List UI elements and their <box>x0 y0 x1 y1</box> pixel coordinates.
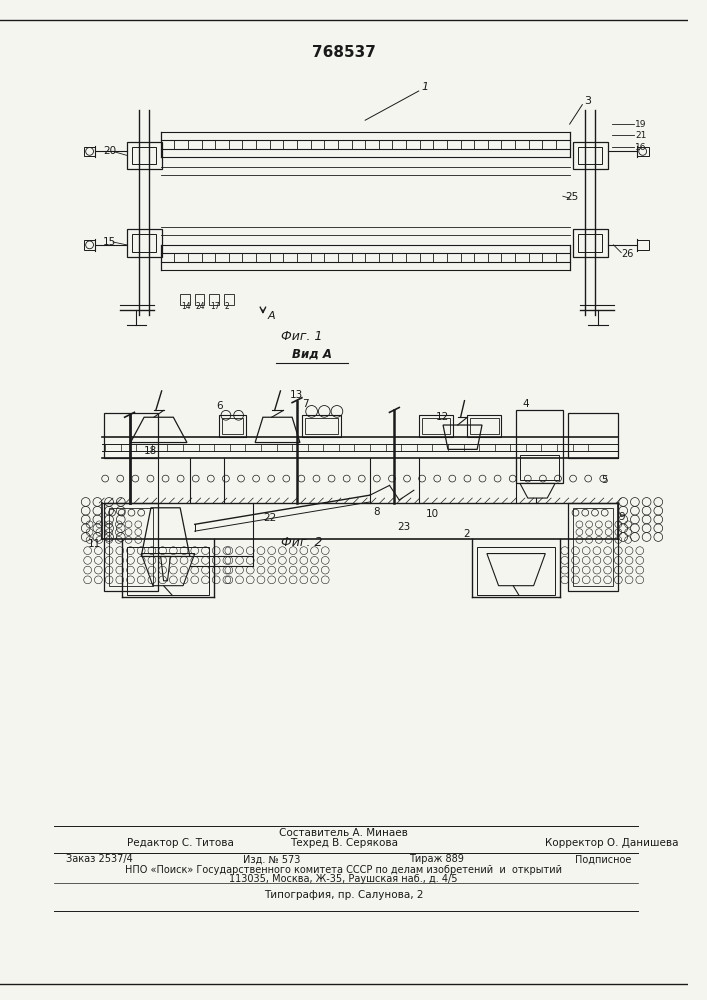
Text: Корректор О. Данишева: Корректор О. Данишева <box>545 838 679 848</box>
Bar <box>83 147 95 156</box>
Bar <box>302 415 341 437</box>
Bar <box>568 503 619 591</box>
Text: Фиг. 2: Фиг. 2 <box>281 536 322 549</box>
Text: Заказ 2537/4: Заказ 2537/4 <box>66 854 133 864</box>
Text: А: А <box>268 311 276 321</box>
Text: 15: 15 <box>103 237 117 247</box>
Text: НПО «Поиск» Государственного комитета СССР по делам изобретений  и  открытий: НПО «Поиск» Государственного комитета СС… <box>125 865 562 875</box>
Bar <box>127 229 162 257</box>
Text: 7: 7 <box>302 399 308 409</box>
Text: 20: 20 <box>103 146 117 156</box>
Text: 11: 11 <box>88 539 101 549</box>
Text: 1: 1 <box>421 82 428 92</box>
Bar <box>109 508 153 586</box>
Bar <box>305 418 338 434</box>
Text: 768537: 768537 <box>312 45 375 60</box>
Text: 24: 24 <box>196 302 205 311</box>
Bar <box>104 413 158 458</box>
Text: 21: 21 <box>635 131 646 140</box>
Bar <box>419 415 452 437</box>
Bar <box>219 415 246 437</box>
Text: Фиг. 1: Фиг. 1 <box>281 330 322 343</box>
Text: 16: 16 <box>635 143 646 152</box>
Text: 25: 25 <box>565 192 578 202</box>
Bar <box>637 147 648 156</box>
Bar <box>132 147 156 164</box>
Text: 4: 4 <box>523 399 530 409</box>
Text: 8: 8 <box>373 507 380 517</box>
Bar <box>578 234 602 252</box>
Bar <box>209 294 219 305</box>
Bar <box>516 410 563 483</box>
Bar <box>127 547 209 595</box>
Text: Вид А: Вид А <box>291 348 332 361</box>
Text: 6: 6 <box>216 401 223 411</box>
Text: Техред В. Серякова: Техред В. Серякова <box>290 838 398 848</box>
Text: Изд. № 573: Изд. № 573 <box>243 854 300 864</box>
Bar <box>573 142 607 169</box>
Bar <box>222 418 243 434</box>
Bar <box>573 508 614 586</box>
Text: 26: 26 <box>621 249 633 259</box>
Text: Типография, пр. Салунова, 2: Типография, пр. Салунова, 2 <box>264 890 423 900</box>
Bar <box>104 503 158 591</box>
Bar <box>578 147 602 164</box>
Text: Составитель А. Минаев: Составитель А. Минаев <box>279 828 408 838</box>
Text: 3: 3 <box>584 96 591 106</box>
Bar <box>83 240 95 250</box>
Text: 22: 22 <box>263 513 276 523</box>
Text: 113035, Москва, Ж-35, Раушская наб., д. 4/5: 113035, Москва, Ж-35, Раушская наб., д. … <box>230 874 458 884</box>
Bar <box>573 229 607 257</box>
Bar <box>520 455 559 480</box>
Text: 2: 2 <box>464 529 470 539</box>
Bar <box>224 294 234 305</box>
Bar <box>180 294 190 305</box>
Bar <box>467 415 501 437</box>
Text: Редактор С. Титова: Редактор С. Титова <box>127 838 233 848</box>
Text: 10: 10 <box>426 509 438 519</box>
Bar <box>568 413 619 458</box>
Text: 13: 13 <box>290 390 303 400</box>
Bar <box>470 418 498 434</box>
Bar <box>421 418 450 434</box>
Text: Тираж 889: Тираж 889 <box>409 854 464 864</box>
Text: 2: 2 <box>225 302 230 311</box>
Text: 12: 12 <box>436 412 450 422</box>
Bar <box>132 234 156 252</box>
Text: 17: 17 <box>211 302 220 311</box>
Text: 14: 14 <box>181 302 191 311</box>
Text: 5: 5 <box>601 475 607 485</box>
Text: 18: 18 <box>144 446 158 456</box>
Bar <box>127 142 162 169</box>
Bar <box>477 547 555 595</box>
Bar <box>637 240 648 250</box>
Text: 19: 19 <box>635 120 646 129</box>
Bar <box>194 294 204 305</box>
Text: 9: 9 <box>619 512 625 522</box>
Text: 23: 23 <box>397 522 411 532</box>
Text: Подписное: Подписное <box>575 854 631 864</box>
